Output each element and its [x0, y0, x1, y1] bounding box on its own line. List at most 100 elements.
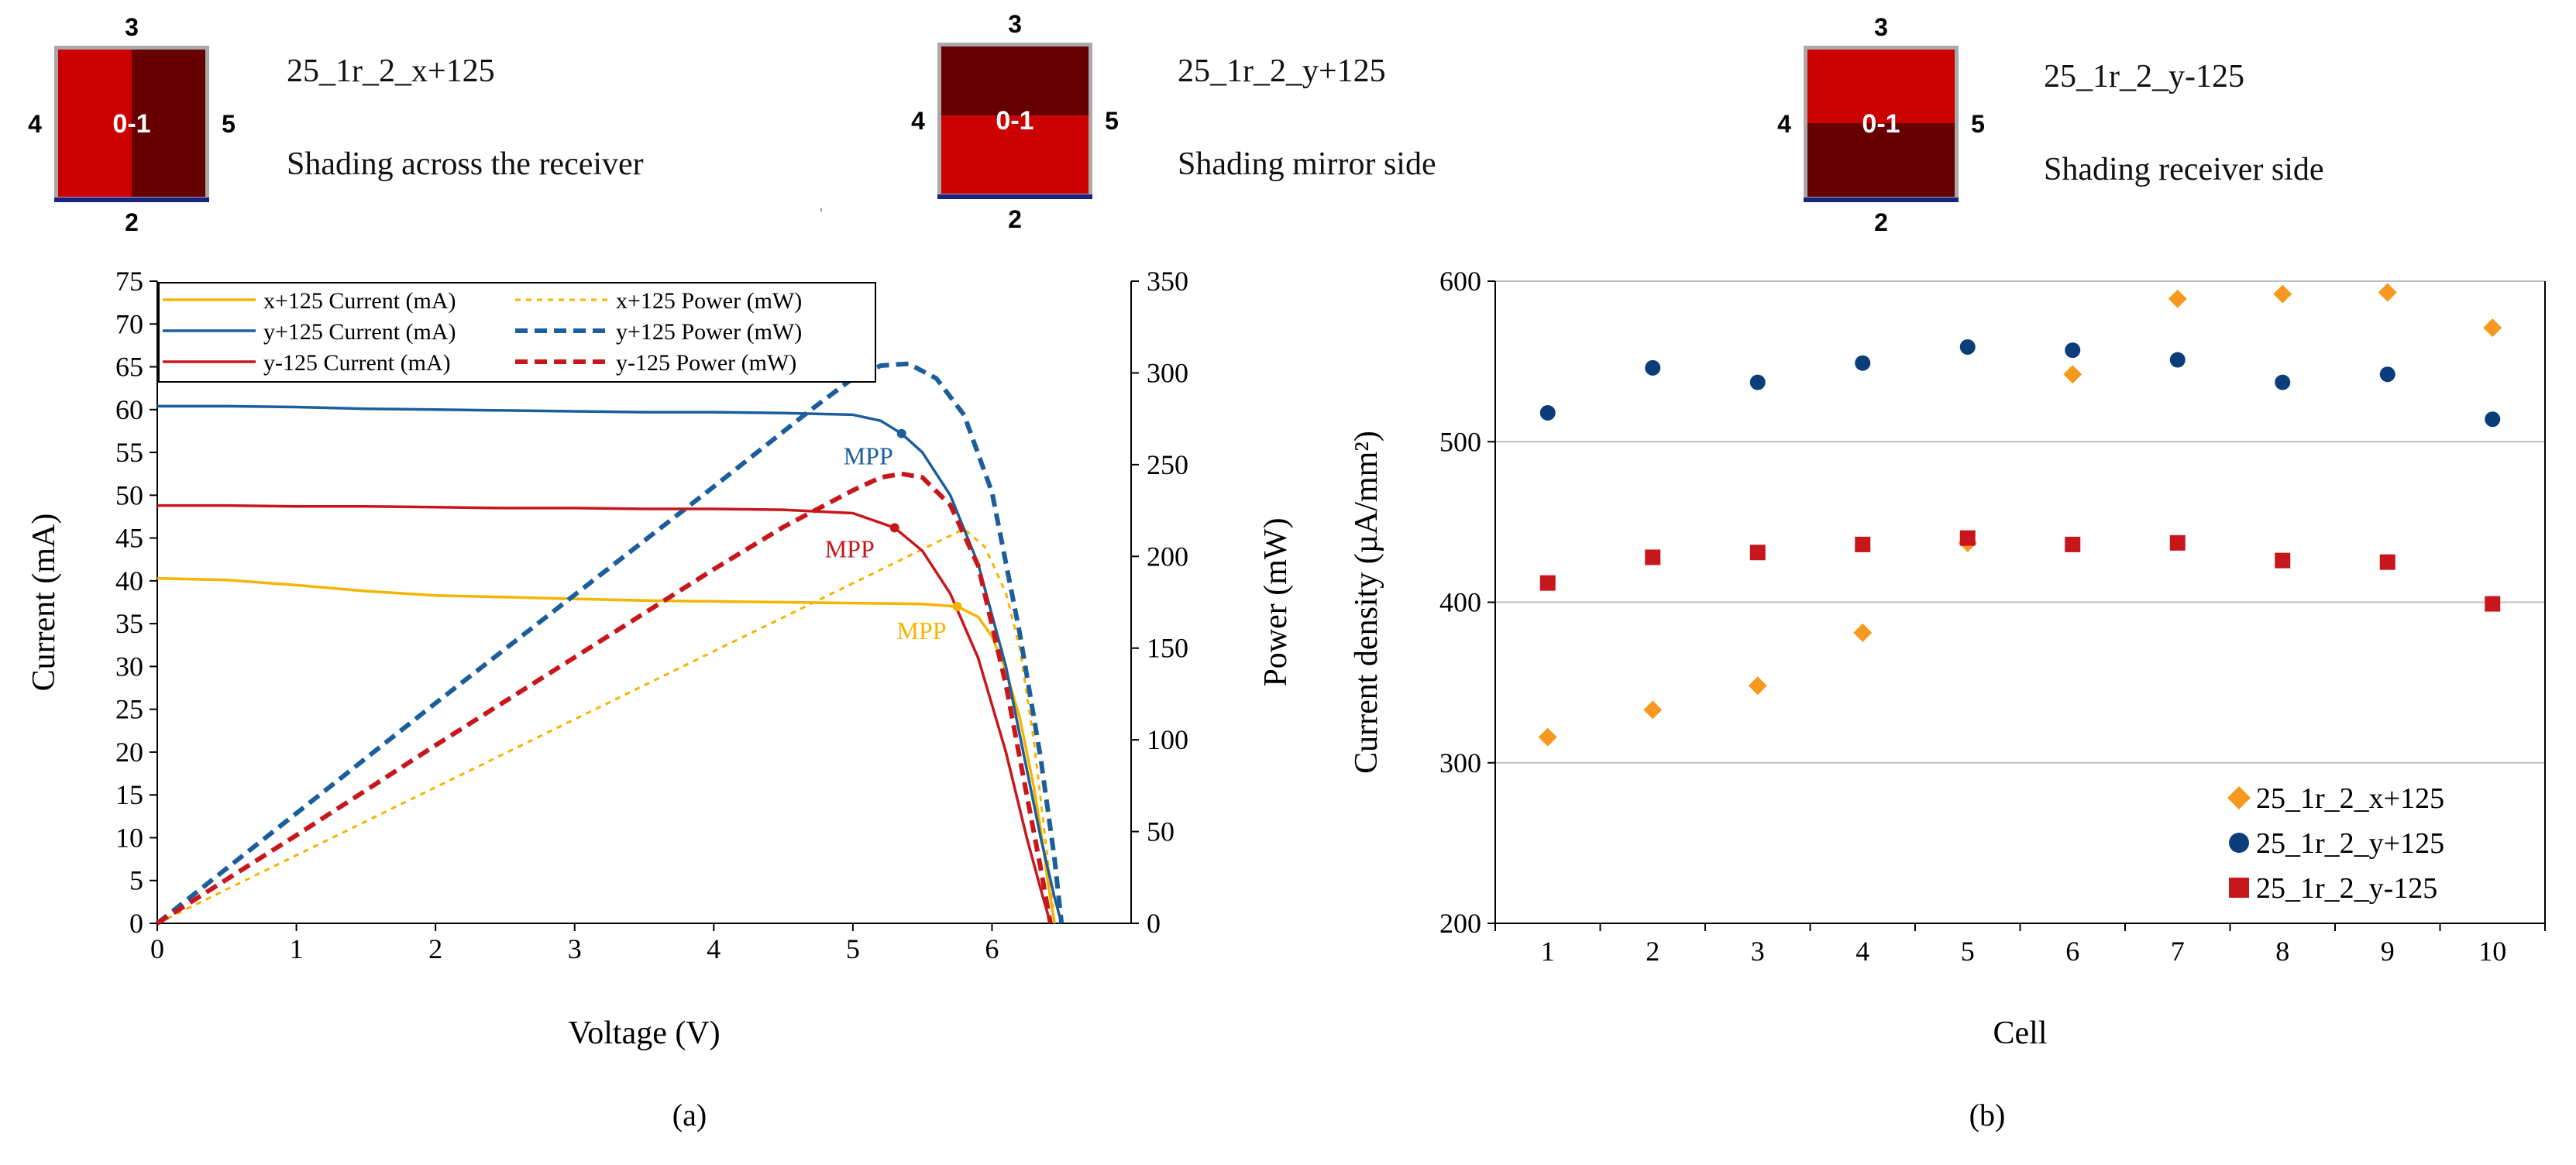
label-top: 3 — [1874, 13, 1888, 41]
legend-label: y+125 Power (mW) — [616, 319, 802, 345]
x-tick-label: 0 — [150, 933, 164, 964]
data-point-circle — [1645, 359, 1661, 376]
x-tick-label: 10 — [2478, 936, 2506, 967]
shade-light-region — [58, 50, 132, 197]
series-line-y-125-current-ma- — [157, 503, 1052, 924]
series-line-x-125-current-ma- — [156, 576, 1056, 924]
diagram-description: Shading across the receiver — [287, 146, 644, 182]
y2-tick-label: 100 — [1147, 724, 1188, 755]
legend-marker — [2227, 786, 2251, 809]
legend-label: y-125 Power (mW) — [616, 350, 796, 376]
y-tick-label: 300 — [1439, 747, 1481, 778]
y-tick-label: 60 — [115, 394, 143, 425]
data-point-diamond — [2168, 289, 2187, 308]
mpp-marker — [889, 523, 899, 533]
y-tick-label: 400 — [1439, 587, 1481, 618]
label-left: 4 — [911, 107, 925, 135]
series-line-x-125-power-mw- — [156, 528, 1056, 925]
y-tick-label: 75 — [115, 266, 143, 297]
label-bottom: 2 — [1874, 208, 1888, 236]
y-tick-label: 70 — [115, 308, 143, 339]
shade-dark-region — [941, 46, 1089, 116]
label-center: 0-1 — [1862, 109, 1900, 139]
label-right: 5 — [1105, 107, 1119, 135]
mpp-marker — [952, 602, 962, 612]
x-axis-label: Cell — [1993, 1016, 2048, 1051]
data-point-square — [2065, 536, 2081, 552]
label-center: 0-1 — [112, 109, 150, 139]
data-point-diamond — [1853, 623, 1873, 642]
diagram-name: 25_1r_2_x+125 — [287, 53, 495, 89]
y-tick-label: 0 — [129, 908, 143, 939]
data-point-diamond — [1538, 727, 1557, 747]
x-tick-label: 2 — [428, 933, 442, 964]
receiver-edge — [937, 194, 1092, 199]
y-tick-label: 200 — [1439, 908, 1481, 939]
y-tick-label: 5 — [129, 865, 143, 896]
data-point-diamond — [2378, 283, 2397, 302]
y-tick-label: 65 — [115, 352, 143, 383]
data-point-circle — [1539, 404, 1556, 421]
data-point-square — [1539, 575, 1556, 591]
diagram-name: 25_1r_2_y-125 — [2044, 59, 2244, 95]
data-point-square — [2275, 552, 2291, 569]
caption-b: (b) — [1969, 1098, 2006, 1132]
y-tick-label: 600 — [1439, 266, 1481, 297]
x-tick-label: 8 — [2275, 936, 2289, 967]
data-point-square — [2169, 534, 2186, 551]
y-tick-label: 55 — [115, 437, 143, 468]
data-point-circle — [2379, 366, 2395, 383]
y-tick-label: 15 — [115, 779, 143, 810]
x-tick-label: 3 — [568, 933, 582, 964]
data-point-diamond — [2483, 318, 2502, 338]
data-point-square — [1855, 536, 1871, 552]
mpp-label: MPP — [897, 617, 947, 644]
label-left: 4 — [28, 110, 42, 138]
label-right: 5 — [1971, 110, 1985, 138]
label-top: 3 — [1008, 10, 1022, 38]
y-tick-label: 20 — [115, 737, 143, 768]
y2-axis-label: Power (mW) — [1258, 517, 1294, 686]
mpp-label: MPP — [844, 442, 893, 470]
data-point-square — [2485, 596, 2501, 612]
y2-tick-label: 50 — [1147, 816, 1175, 847]
y-tick-label: 50 — [115, 479, 143, 510]
legend-marker — [2229, 833, 2249, 853]
legend-label: 25_1r_2_y-125 — [2256, 872, 2437, 905]
data-point-circle — [2485, 411, 2501, 428]
label-top: 3 — [125, 13, 139, 41]
shade-dark-region — [132, 50, 205, 197]
data-point-circle — [2065, 342, 2081, 359]
label-bottom: 2 — [1008, 205, 1022, 233]
receiver-edge — [1804, 198, 1959, 202]
y2-tick-label: 200 — [1147, 541, 1188, 572]
shade-dark-region — [1807, 123, 1955, 197]
data-point-square — [2379, 554, 2395, 570]
label-bottom: 2 — [125, 208, 139, 236]
diagram-description: Shading receiver side — [2044, 152, 2324, 187]
data-point-circle — [1749, 374, 1766, 390]
shading-diagram-y125: 3 4 5 2 0-1 25_1r_2_y+125 Shading mirror side — [911, 10, 1436, 233]
legend-marker — [2229, 878, 2249, 898]
x-tick-label: 1 — [290, 933, 304, 964]
y-tick-label: 45 — [115, 523, 143, 554]
y-axis-label: Current (mA) — [26, 514, 62, 692]
series-line-y-125-current-ma- — [157, 404, 1063, 924]
data-point-square — [1645, 549, 1661, 565]
y-tick-label: 10 — [115, 822, 143, 853]
data-point-circle — [1959, 339, 1976, 355]
mpp-marker — [896, 428, 906, 438]
x-tick-label: 5 — [846, 933, 860, 964]
data-point-square — [1749, 545, 1766, 561]
shade-light-region — [941, 115, 1089, 194]
y2-tick-label: 0 — [1147, 908, 1161, 939]
y-tick-label: 25 — [115, 694, 143, 725]
data-point-circle — [2169, 352, 2186, 368]
data-point-circle — [1855, 355, 1871, 371]
legend-label: 25_1r_2_y+125 — [2256, 827, 2444, 860]
legend-label: 25_1r_2_x+125 — [2256, 782, 2444, 815]
y2-tick-label: 250 — [1147, 449, 1188, 480]
x-axis-label: Voltage (V) — [568, 1016, 720, 1051]
y-axis-label: Current density (µA/mm²) — [1349, 431, 1384, 774]
